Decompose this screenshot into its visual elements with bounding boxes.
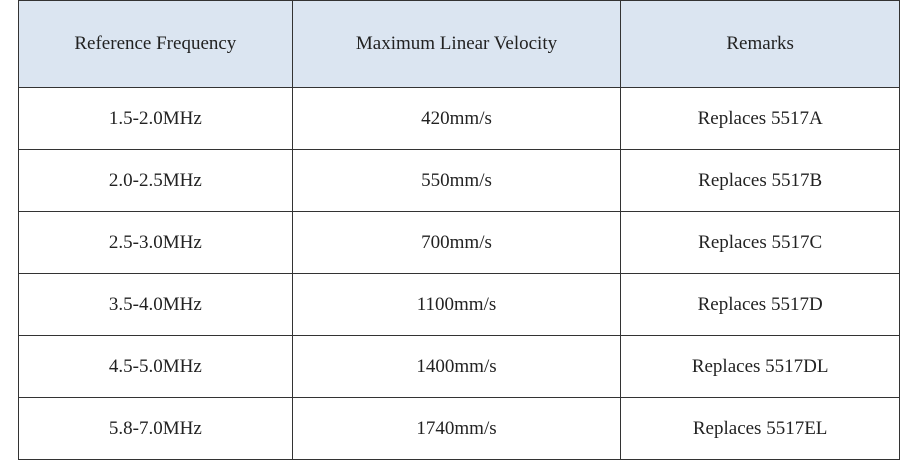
table-row: 2.5-3.0MHz 700mm/s Replaces 5517C (18, 211, 900, 274)
table-cell: 4.5-5.0MHz (18, 335, 293, 398)
header-row: Reference Frequency Maximum Linear Veloci… (18, 0, 900, 88)
table-cell: 1400mm/s (291, 335, 622, 398)
table-cell: 1100mm/s (291, 273, 622, 336)
table-cell: Replaces 5517B (620, 149, 900, 212)
table-cell: Replaces 5517A (620, 87, 900, 150)
table-header: Reference Frequency Maximum Linear Veloci… (18, 0, 900, 88)
table-row: 3.5-4.0MHz 1100mm/s Replaces 5517D (18, 273, 900, 336)
table-cell: 2.0-2.5MHz (18, 149, 293, 212)
table-row: 2.0-2.5MHz 550mm/s Replaces 5517B (18, 149, 900, 212)
table-cell: 3.5-4.0MHz (18, 273, 293, 336)
table-cell: Replaces 5517EL (620, 397, 900, 460)
table-cell: Replaces 5517DL (620, 335, 900, 398)
table-cell: Replaces 5517C (620, 211, 900, 274)
table-cell: 1.5-2.0MHz (18, 87, 293, 150)
table-cell: 2.5-3.0MHz (18, 211, 293, 274)
spec-table: Reference Frequency Maximum Linear Veloci… (18, 0, 900, 460)
table-row: 5.8-7.0MHz 1740mm/s Replaces 5517EL (18, 397, 900, 460)
table-cell: 700mm/s (291, 211, 622, 274)
header-cell: Reference Frequency (18, 0, 293, 88)
table-cell: 1740mm/s (291, 397, 622, 460)
table-row: 4.5-5.0MHz 1400mm/s Replaces 5517DL (18, 335, 900, 398)
header-cell: Maximum Linear Velocity (291, 0, 622, 88)
table-cell: Replaces 5517D (620, 273, 900, 336)
table-cell: 420mm/s (291, 87, 622, 150)
table-row: 1.5-2.0MHz 420mm/s Replaces 5517A (18, 87, 900, 150)
table-cell: 550mm/s (291, 149, 622, 212)
table-body: 1.5-2.0MHz 420mm/s Replaces 5517A 2.0-2.5MH… (18, 87, 900, 460)
header-cell: Remarks (620, 0, 900, 88)
table-cell: 5.8-7.0MHz (18, 397, 293, 460)
